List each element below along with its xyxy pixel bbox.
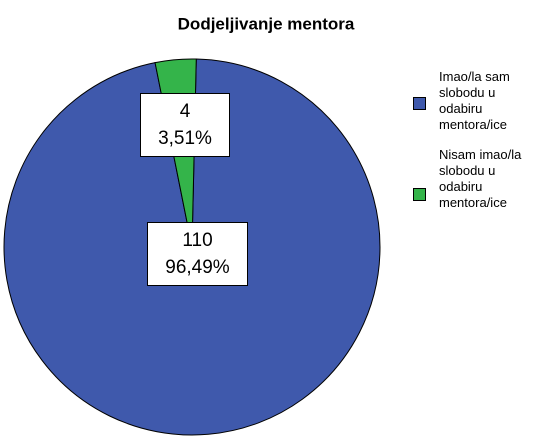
legend-swatch (413, 188, 426, 201)
value-label: 4 (179, 101, 191, 122)
legend-label: Nisam imao/la slobodu u odabiru mentora/… (439, 147, 522, 210)
value-label: 110 (182, 230, 213, 251)
percent-label: 96,49% (165, 257, 230, 278)
chart-title: Dodjeljivanje mentora (178, 14, 355, 33)
legend-swatch (413, 97, 426, 110)
percent-label: 3,51% (158, 128, 212, 149)
legend-label: Imao/la sam slobodu u odabiru mentora/ic… (439, 69, 510, 132)
data-label: 110 96,49% (147, 222, 248, 286)
data-label: 4 3,51% (140, 93, 230, 157)
